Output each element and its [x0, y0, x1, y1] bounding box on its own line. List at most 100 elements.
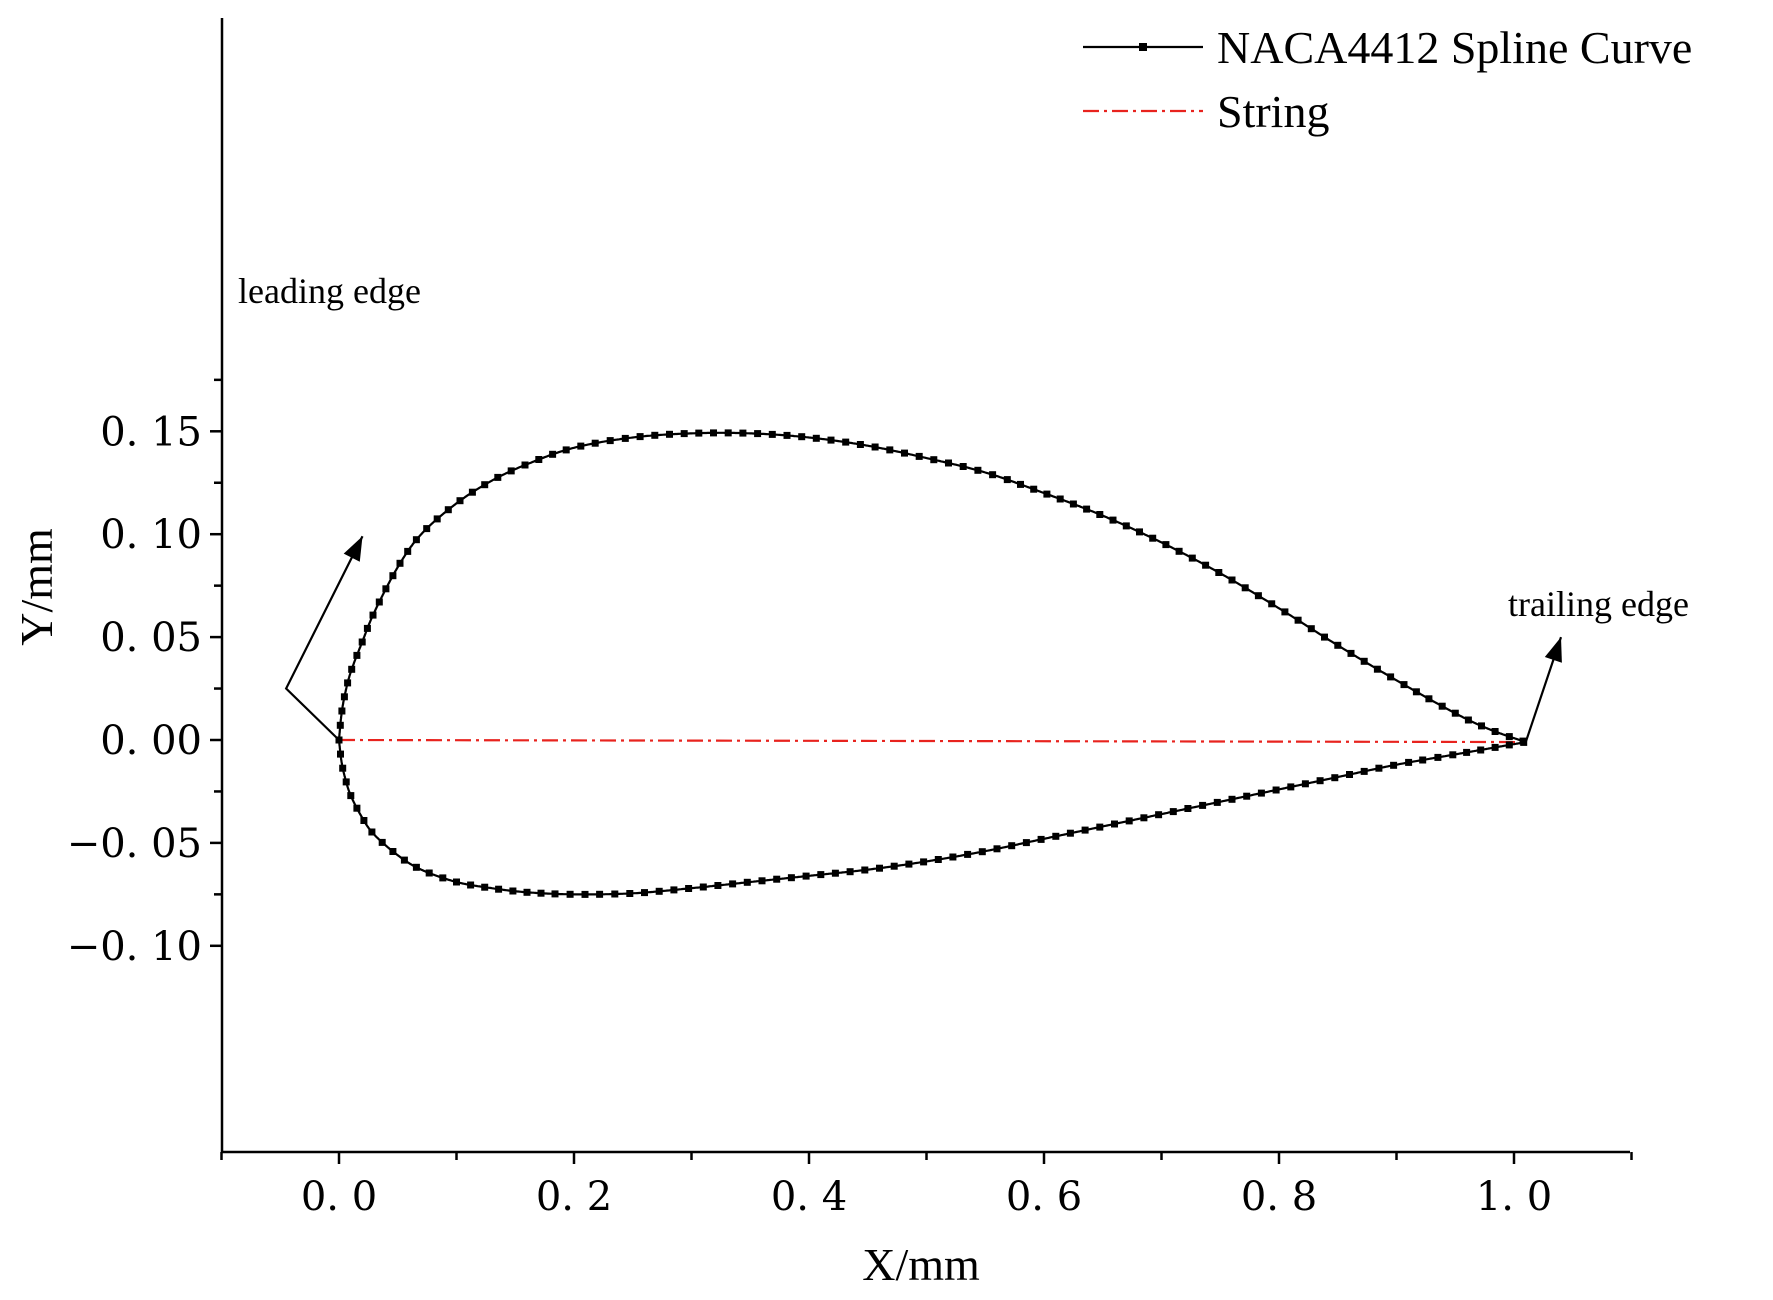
spline-point [680, 430, 688, 438]
spline-point [606, 437, 614, 445]
trailing-edge-arrowhead [1544, 637, 1562, 663]
spline-point [596, 890, 604, 898]
spline-point [934, 856, 942, 863]
spline-point [1331, 774, 1339, 782]
spline-point [1334, 641, 1342, 649]
spline-point [1464, 716, 1472, 724]
chord-layer [338, 738, 1526, 744]
spline-point [400, 856, 408, 864]
spline-point [798, 433, 806, 441]
spline-point [1412, 688, 1420, 696]
spline-point [1069, 500, 1077, 508]
spline-point [1316, 777, 1324, 785]
spline-point [523, 888, 531, 896]
spline-point [842, 438, 850, 446]
y-axis-title: Y/mm [11, 528, 62, 646]
trailing-edge-label: trailing edge [1508, 584, 1689, 624]
spline-point [993, 845, 1001, 853]
spline-point [831, 869, 839, 877]
spline-point [1373, 665, 1381, 673]
spline-point [754, 430, 762, 438]
spline-point [1017, 480, 1024, 488]
spline-point [743, 878, 751, 886]
spline-point [1175, 547, 1183, 555]
spline-point [710, 429, 717, 437]
spline-point [1477, 746, 1485, 754]
spline-point [1140, 814, 1148, 822]
spline-point [655, 887, 663, 895]
y-tick-label: 0. 15 [100, 409, 202, 455]
spline-point [1202, 561, 1210, 569]
spline-point [1451, 709, 1459, 717]
spline-point [509, 887, 517, 895]
leading-edge-label: leading edge [238, 271, 421, 311]
spline-point [1022, 839, 1030, 847]
spline-point [989, 471, 997, 479]
spline-point [1287, 783, 1295, 791]
leading-edge-arrowhead [343, 536, 363, 562]
spline-point [1228, 576, 1236, 584]
spline-point [535, 456, 543, 463]
spline-point [871, 443, 879, 451]
spline-point [1294, 616, 1302, 624]
spline-point [581, 890, 589, 898]
spline-point [787, 874, 795, 882]
spline-point [915, 452, 923, 460]
spline-point [467, 881, 475, 889]
spline-point [468, 488, 476, 496]
spline-point [1243, 792, 1251, 800]
spline-point [1213, 798, 1221, 806]
spline-point [641, 889, 648, 897]
spline-point [1390, 761, 1398, 769]
legend-label-spline: NACA4412 Spline Curve [1217, 22, 1692, 73]
spline-point [566, 890, 574, 898]
x-ticks: 0. 0 0. 2 0. 4 0. 6 0. 8 1. 0 [220, 1152, 1633, 1220]
curve-layer [337, 431, 1527, 896]
y-tick-label: −0. 05 [67, 821, 202, 867]
y-tick-label: 0. 00 [100, 718, 202, 764]
spline-point [1184, 805, 1192, 812]
spline-point [382, 585, 390, 593]
axes [220, 18, 1630, 1154]
spline-point [1254, 592, 1262, 600]
spline-point [389, 572, 397, 580]
spline-point [342, 778, 350, 786]
spline-point [1375, 764, 1383, 772]
annotation-layer: leading edge trailing edge [238, 271, 1689, 743]
spline-point [338, 707, 346, 715]
spline-point [340, 693, 348, 701]
spline-point [621, 434, 629, 442]
spline-point [549, 450, 557, 458]
spline-point [1030, 485, 1038, 493]
spline-point [636, 433, 644, 441]
spline-point [1037, 835, 1045, 843]
spline-point [1052, 832, 1060, 840]
spline-lower-surface [337, 739, 1526, 896]
spline-point [412, 863, 420, 871]
spline-point [1405, 758, 1413, 766]
spline-point [695, 429, 703, 437]
x-tick-label: 0. 4 [771, 1174, 847, 1220]
spline-point [412, 536, 420, 544]
spline-point [577, 442, 585, 450]
spline-point [1155, 811, 1163, 819]
spline-point [901, 449, 908, 457]
spline-point [1419, 756, 1427, 764]
spline-point [363, 624, 371, 632]
spline-point [1125, 817, 1133, 825]
spline-point [1438, 702, 1446, 710]
x-tick-label: 0. 0 [301, 1174, 377, 1220]
spline-point [389, 848, 397, 855]
spline-point [1505, 741, 1513, 749]
spline-point [1056, 495, 1064, 503]
spline-point [861, 866, 869, 874]
spline-point [1268, 600, 1276, 608]
spline-point [626, 890, 634, 897]
spline-point [521, 461, 529, 469]
spline-point [537, 889, 545, 897]
spline-point [1321, 633, 1328, 641]
spline-point [856, 441, 864, 448]
spline-point [353, 651, 361, 659]
spline-point [1162, 541, 1170, 549]
